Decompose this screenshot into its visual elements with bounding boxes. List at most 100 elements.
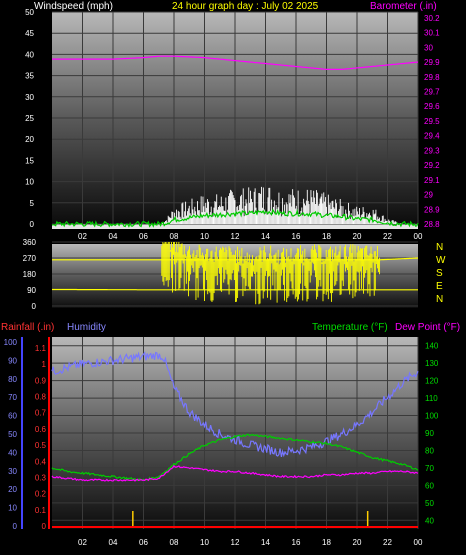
rain-y-tick: 0 xyxy=(42,522,47,531)
wind-y-tick: 0 xyxy=(30,220,35,229)
baro-y-tick: 28.8 xyxy=(424,220,440,229)
dewpoint-line xyxy=(51,464,419,482)
rain-y-tick: 0.3 xyxy=(35,473,47,482)
wind-y-tick: 40 xyxy=(25,50,34,59)
temp-y-tick: 50 xyxy=(425,499,434,508)
wind-x-tick: 08 xyxy=(170,232,179,241)
baro-y-tick: 29.5 xyxy=(424,117,440,126)
wind-x-tick: 22 xyxy=(383,232,392,241)
temp-y-tick: 130 xyxy=(425,359,439,368)
wind-y-tick: 5 xyxy=(30,199,35,208)
rain-y-tick: 0.5 xyxy=(35,441,47,450)
humidity-y-tick: 60 xyxy=(8,412,17,421)
temp-y-tick: 140 xyxy=(425,342,439,351)
humidity-y-tick: 80 xyxy=(8,375,17,384)
temp-x-tick: 22 xyxy=(383,538,392,547)
wind-y-tick: 10 xyxy=(25,178,34,187)
temp-y-tick: 110 xyxy=(425,394,438,403)
temperature-line xyxy=(51,433,419,481)
wind-x-tick: 18 xyxy=(322,232,331,241)
temp-x-tick: 00 xyxy=(414,538,423,547)
baro-y-tick: 30 xyxy=(424,43,433,52)
baro-y-tick: 29.7 xyxy=(424,88,440,97)
baro-y-tick: 29 xyxy=(424,191,433,200)
temp-x-tick: 18 xyxy=(322,538,331,547)
rain-y-tick: 0.8 xyxy=(35,393,47,402)
wind-y-tick: 25 xyxy=(25,114,34,123)
wind-y-tick: 30 xyxy=(25,93,34,102)
direction-letter: N xyxy=(436,294,443,305)
rain-y-tick: 0.2 xyxy=(35,490,47,499)
humidity-y-tick: 20 xyxy=(8,485,17,494)
baro-y-tick: 30.1 xyxy=(424,29,440,38)
humidity-y-tick: 90 xyxy=(8,356,17,365)
rain-y-tick: 0.9 xyxy=(35,376,47,385)
temp-y-tick: 90 xyxy=(425,429,434,438)
baro-y-tick: 29.8 xyxy=(424,73,440,82)
wind-y-tick: 35 xyxy=(25,72,34,81)
windspeed-label: Windspeed (mph) xyxy=(34,1,113,12)
baro-y-tick: 29.6 xyxy=(424,102,440,111)
temp-x-tick: 02 xyxy=(78,538,87,547)
humidity-y-tick: 40 xyxy=(8,448,17,457)
wind-x-tick: 06 xyxy=(139,232,148,241)
rain-y-tick: 0.6 xyxy=(35,425,47,434)
wind-y-tick: 45 xyxy=(25,29,34,38)
baro-y-tick: 29.2 xyxy=(424,161,440,170)
rainfall-label: Rainfall (.in) xyxy=(1,322,54,333)
humidity-y-tick: 30 xyxy=(8,467,17,476)
wind-x-tick: 16 xyxy=(292,232,301,241)
temp-y-tick: 80 xyxy=(425,446,434,455)
dir-y-tick: 180 xyxy=(23,270,37,279)
temp-x-tick: 06 xyxy=(139,538,148,547)
wind-x-tick: 00 xyxy=(414,232,423,241)
wind-x-tick: 12 xyxy=(231,232,240,241)
temp-y-tick: 70 xyxy=(425,464,434,473)
humidity-y-tick: 50 xyxy=(8,430,17,439)
temperature-label: Temperature (°F) xyxy=(312,322,388,333)
direction-letter: S xyxy=(436,268,443,279)
wind-x-tick: 20 xyxy=(353,232,362,241)
baro-y-tick: 29.3 xyxy=(424,146,440,155)
chart-title: 24 hour graph day : July 02 2025 xyxy=(172,1,319,12)
direction-letter: E xyxy=(436,281,443,292)
barometer-label: Barometer (.in) xyxy=(370,1,437,12)
humidity-line xyxy=(51,351,419,458)
dewpoint-label: Dew Point (°F) xyxy=(395,322,460,333)
wind-x-tick: 04 xyxy=(109,232,118,241)
temp-y-tick: 40 xyxy=(425,516,434,525)
dir-y-tick: 270 xyxy=(23,254,37,263)
dir-y-tick: 90 xyxy=(27,286,36,295)
wind-y-tick: 20 xyxy=(25,135,34,144)
rain-y-tick: 0.7 xyxy=(35,409,47,418)
barometer-line xyxy=(52,55,419,71)
wind-average-line xyxy=(51,208,419,228)
wind-y-tick: 50 xyxy=(25,8,34,17)
baro-y-tick: 28.9 xyxy=(424,205,440,214)
wind-x-tick: 02 xyxy=(78,232,87,241)
humidity-label: Humidity xyxy=(67,322,106,333)
rain-y-tick: 0.4 xyxy=(35,457,47,466)
direction-line-late xyxy=(52,257,419,261)
dir-y-tick: 360 xyxy=(23,238,37,247)
temp-x-tick: 20 xyxy=(353,538,362,547)
baro-y-tick: 29.9 xyxy=(424,58,440,67)
temp-x-tick: 08 xyxy=(170,538,179,547)
temp-y-tick: 100 xyxy=(425,412,439,421)
humidity-y-tick: 0 xyxy=(13,522,18,531)
humidity-y-tick: 70 xyxy=(8,393,17,402)
wind-x-tick: 10 xyxy=(200,232,209,241)
wind-y-tick: 15 xyxy=(25,156,34,165)
baro-y-tick: 30.2 xyxy=(424,14,440,23)
rain-y-tick: 1.1 xyxy=(35,344,47,353)
dir-y-tick: 0 xyxy=(32,302,37,311)
temp-x-tick: 12 xyxy=(231,538,240,547)
baro-y-tick: 29.4 xyxy=(424,132,440,141)
baro-y-tick: 29.1 xyxy=(424,176,440,185)
rain-y-tick: 0.1 xyxy=(35,506,47,515)
temp-x-tick: 10 xyxy=(200,538,209,547)
humidity-y-tick: 100 xyxy=(4,338,18,347)
temp-y-tick: 60 xyxy=(425,481,434,490)
direction-letter: W xyxy=(436,255,446,266)
